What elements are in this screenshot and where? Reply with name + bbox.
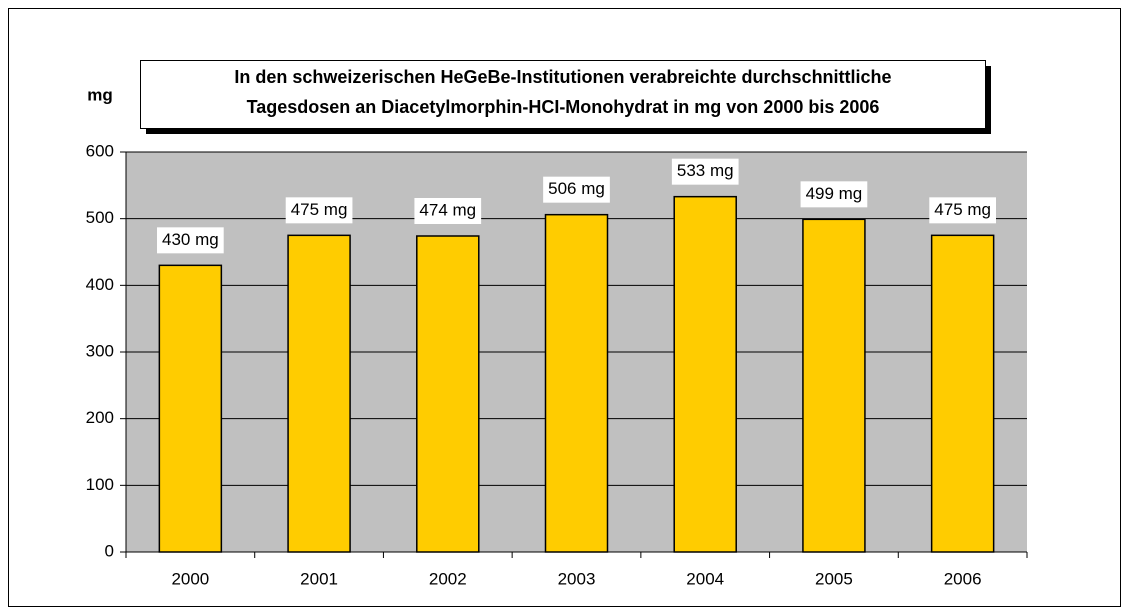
y-tick-label: 200	[86, 408, 114, 427]
x-tick-label: 2005	[815, 569, 853, 588]
bar	[544, 213, 609, 553]
data-label: 499 mg	[806, 184, 863, 203]
x-tick-label: 2003	[558, 569, 596, 588]
y-tick-label: 300	[86, 341, 114, 360]
x-tick-label: 2004	[686, 569, 724, 588]
data-label-box	[157, 227, 224, 254]
data-label-box	[671, 158, 739, 185]
data-label-box	[929, 197, 996, 224]
y-tick-label: 400	[86, 275, 114, 294]
chart-title: In den schweizerischen HeGeBe-Institutio…	[234, 67, 891, 87]
bar	[930, 234, 995, 553]
x-tick-label: 2006	[944, 569, 982, 588]
data-label: 430 mg	[162, 230, 219, 249]
y-tick-label: 100	[86, 475, 114, 494]
chart-title: Tagesdosen an Diacetylmorphin-HCI-Monohy…	[247, 97, 880, 117]
data-label-box	[543, 176, 610, 203]
bar	[802, 218, 866, 553]
bar	[673, 195, 737, 553]
x-tick-label: 2002	[429, 569, 467, 588]
data-label: 533 mg	[677, 161, 734, 180]
data-label-box	[285, 197, 353, 224]
title-box	[140, 60, 986, 129]
data-label: 506 mg	[548, 179, 605, 198]
data-label-box	[414, 198, 482, 224]
data-label: 475 mg	[291, 200, 348, 219]
y-tick-label: 0	[105, 541, 114, 560]
x-tick-label: 2000	[171, 569, 209, 588]
data-label: 474 mg	[419, 200, 476, 219]
bar	[416, 235, 480, 553]
y-tick-label: 500	[86, 208, 114, 227]
data-label-box	[800, 181, 868, 208]
bar	[287, 234, 351, 553]
data-label: 475 mg	[934, 200, 991, 219]
y-axis-label: mg	[87, 85, 113, 104]
y-tick-label: 600	[86, 141, 114, 160]
bar	[158, 264, 223, 553]
x-tick-label: 2001	[300, 569, 338, 588]
